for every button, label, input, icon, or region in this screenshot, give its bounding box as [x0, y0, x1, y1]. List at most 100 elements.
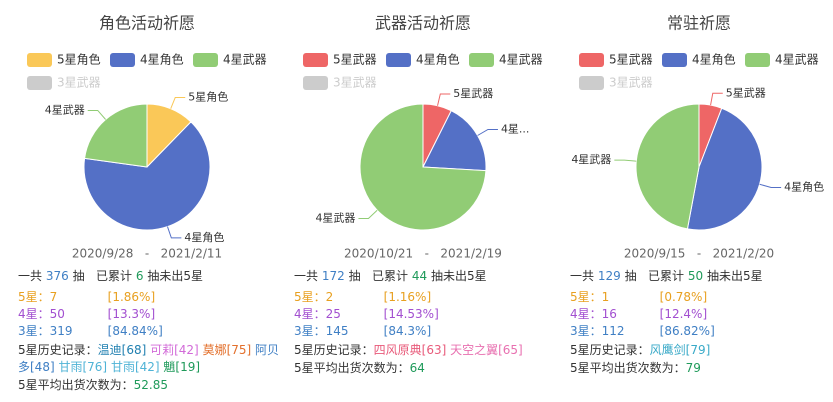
rarity-row: 4星：25 [14.53%] — [294, 306, 439, 323]
legend-swatch — [662, 53, 687, 67]
slice-label: 4星角色 — [184, 230, 224, 244]
history-item: 甘雨[42] — [110, 360, 160, 374]
average: 5星平均出货次数为：79 — [570, 360, 701, 377]
legend-label: 4星武器 — [499, 53, 543, 67]
rarity-label: 5星： — [294, 290, 326, 304]
rarity-count: 7 — [49, 290, 58, 304]
rarity-percent: [1.16%] — [383, 290, 432, 304]
legend-swatch — [193, 53, 218, 67]
average: 5星平均出货次数为：52.85 — [18, 377, 168, 394]
legend-label: 5星角色 — [57, 53, 101, 67]
legend-swatch — [579, 53, 604, 67]
rarity-label: 4星： — [18, 307, 50, 321]
legend-swatch — [27, 76, 52, 90]
date-range: 2020/10/21 - 2021/2/19 — [344, 247, 502, 261]
history-item: 魈[19] — [163, 360, 201, 374]
label-line — [358, 209, 378, 219]
rarity-count: 2 — [325, 290, 334, 304]
average: 5星平均出货次数为：64 — [294, 360, 425, 377]
slice-label: 5星武器 — [453, 87, 493, 100]
rarity-percent: [84.84%] — [107, 324, 163, 338]
average-value: 52.85 — [133, 378, 168, 392]
history-item: 甘雨[76] — [58, 360, 108, 374]
rarity-label: 4星： — [570, 307, 602, 321]
rarity-count: 25 — [325, 307, 341, 321]
history-item: 天空之翼[65] — [450, 343, 523, 357]
rarity-percent: [12.4%] — [659, 307, 708, 321]
rarity-label: 3星： — [294, 324, 326, 338]
rarity-count: 319 — [49, 324, 73, 338]
pie-slice — [359, 103, 487, 231]
date-range: 2020/9/15 - 2021/2/20 — [624, 247, 774, 261]
legend-swatch — [469, 53, 494, 67]
rarity-percent: [1.86%] — [107, 290, 156, 304]
history-item: 阿贝多[48] — [18, 343, 280, 374]
rarity-percent: [86.82%] — [659, 324, 715, 338]
rarity-count: 50 — [49, 307, 65, 321]
summary-prefix: 一共 — [18, 269, 46, 283]
rarity-row: 4星：50 [13.3%] — [18, 306, 155, 323]
label-line — [710, 92, 723, 106]
rarity-label: 3星： — [18, 324, 50, 338]
legend-swatch — [110, 53, 135, 67]
slice-label: 5星角色 — [188, 90, 228, 104]
total-pulls: 172 — [321, 269, 345, 283]
summary: 一共 172 抽 已累计 44 抽未出5星 — [294, 268, 487, 285]
rarity-count: 145 — [325, 324, 349, 338]
history: 5星历史记录：风鹰剑[79] — [570, 342, 832, 359]
total-pulls: 376 — [45, 269, 69, 283]
legend-label: 4星角色 — [692, 53, 736, 67]
rarity-percent: [0.78%] — [659, 290, 708, 304]
rarity-count: 16 — [601, 307, 617, 321]
legend-swatch — [745, 53, 770, 67]
legend-label: 3星武器 — [333, 76, 377, 90]
average-value: 79 — [685, 361, 701, 375]
summary-prefix: 一共 — [570, 269, 598, 283]
legend-label: 4星角色 — [140, 53, 184, 67]
rarity-row: 3星：112 [86.82%] — [570, 323, 715, 340]
legend-label: 4星武器 — [223, 53, 267, 67]
label-line — [170, 97, 186, 109]
history-item: 四风原典[63] — [373, 343, 447, 357]
pie-slice — [422, 110, 487, 172]
history-item: 风鹰剑[79] — [649, 343, 711, 357]
legend-swatch — [27, 53, 52, 67]
label-line — [87, 109, 107, 120]
chart-title: 角色活动祈愿 — [99, 14, 195, 33]
slice-label: 5星武器 — [726, 86, 766, 99]
average-label: 5星平均出货次数为： — [570, 361, 686, 375]
legend-swatch — [303, 76, 328, 90]
chart-title: 武器活动祈愿 — [375, 14, 471, 33]
summary: 一共 376 抽 已累计 6 抽未出5星 — [18, 268, 203, 285]
slice-label: 4星... — [501, 123, 530, 136]
history: 5星历史记录：温迪[68] 可莉[42] 莫娜[75] 阿贝多[48] 甘雨[7… — [18, 342, 280, 376]
slice-label: 4星武器 — [45, 103, 85, 116]
legend-swatch — [386, 53, 411, 67]
rarity-label: 4星： — [294, 307, 326, 321]
rarity-label: 3星： — [570, 324, 602, 338]
pie-slice — [84, 103, 148, 168]
average-label: 5星平均出货次数为： — [18, 378, 134, 392]
label-line — [477, 129, 498, 136]
pie-slice — [83, 121, 211, 231]
slice-label: 4星武器 — [571, 153, 611, 166]
summary-suffix: 抽未出5星 — [706, 269, 763, 283]
summary-mid: 抽 已累计 — [72, 269, 133, 283]
legend-label: 5星武器 — [609, 53, 653, 67]
label-line — [166, 226, 182, 239]
summary-suffix: 抽未出5星 — [147, 269, 203, 283]
history-item: 莫娜[75] — [202, 343, 252, 357]
legend-label: 5星武器 — [333, 53, 377, 67]
since-last: 44 — [411, 269, 428, 283]
rarity-percent: [14.53%] — [383, 307, 439, 321]
history-label: 5星历史记录： — [18, 343, 98, 357]
legend-label: 3星武器 — [609, 76, 653, 90]
since-last: 50 — [687, 269, 704, 283]
average-label: 5星平均出货次数为： — [294, 361, 410, 375]
history-label: 5星历史记录： — [294, 343, 374, 357]
rarity-label: 5星： — [18, 290, 50, 304]
label-line — [437, 93, 451, 106]
rarity-count: 112 — [601, 324, 625, 338]
